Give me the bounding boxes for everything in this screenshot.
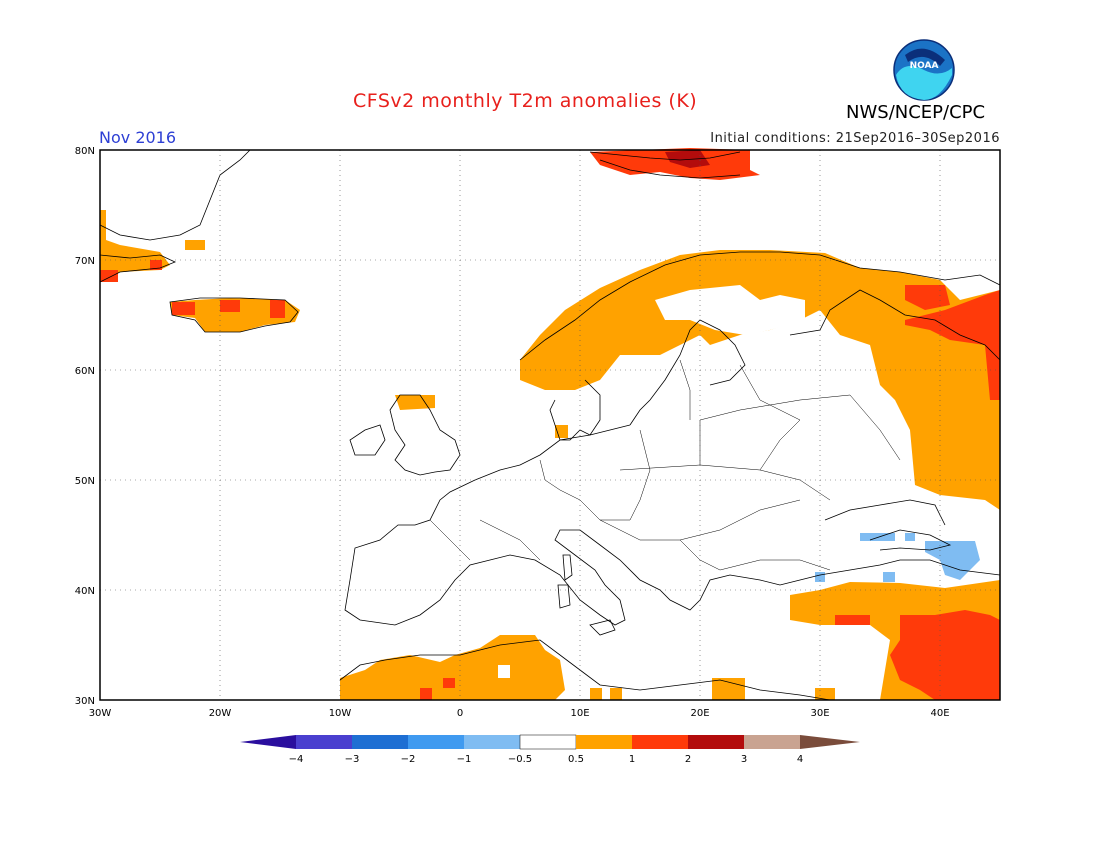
- coast-europe: [339, 251, 1001, 701]
- y-tick-label: 80N: [75, 146, 95, 157]
- x-tick-label: 40E: [930, 708, 949, 719]
- anomaly-gap-africa: [498, 665, 510, 678]
- y-axis-ticks: 80N 70N 60N 50N 40N 30N: [75, 146, 95, 707]
- coast-svalbard: [589, 151, 741, 179]
- noaa-logo-text: NOAA: [910, 61, 939, 71]
- anomaly-region-greenland-tip: [185, 240, 205, 250]
- colorbar-swatch: [519, 734, 577, 750]
- colorbar-swatch: [576, 735, 632, 749]
- y-tick-label: 50N: [75, 476, 95, 487]
- x-axis-ticks: 30W 20W 10W 0 10E 20E 30E 40E: [89, 708, 950, 719]
- colorbar-label: 1: [629, 754, 635, 765]
- colorbar-label: −2: [401, 754, 416, 765]
- colorbar-label: 2: [685, 754, 691, 765]
- anomaly-region-morocco-spot: [443, 678, 455, 688]
- forecast-month: Nov 2016: [99, 128, 177, 147]
- colorbar-label: −3: [345, 754, 360, 765]
- anomaly-region-greenland-spot: [150, 260, 162, 270]
- anomaly-cool-turkey-east: [883, 572, 895, 582]
- x-tick-label: 20E: [690, 708, 709, 719]
- anomaly-region-scotland: [395, 395, 435, 410]
- map-frame: [99, 149, 1001, 701]
- colorbar: −4 −3 −2 −1 −0.5 0.5 1 2 3 4: [240, 734, 860, 765]
- noaa-logo-icon: NOAA: [893, 39, 955, 101]
- anomaly-region-egypt-west: [712, 678, 745, 700]
- anomaly-region-middle-east: [890, 610, 1000, 700]
- x-tick-label: 30W: [89, 708, 112, 719]
- colorbar-swatch: [688, 735, 744, 749]
- x-tick-label: 10W: [329, 708, 352, 719]
- anomaly-region-africa-spot: [420, 688, 432, 700]
- colorbar-swatch: [632, 735, 688, 749]
- coast-iceland: [169, 297, 299, 333]
- colorbar-swatch: [464, 735, 520, 749]
- anomaly-region-iceland-mid: [220, 300, 240, 312]
- colorbar-label: 4: [797, 754, 803, 765]
- x-tick-label: 20W: [209, 708, 232, 719]
- anomaly-region-iceland: [170, 298, 300, 332]
- colorbar-label: 3: [741, 754, 747, 765]
- colorbar-swatch: [296, 735, 352, 749]
- anomaly-region-greenland-core: [100, 270, 118, 282]
- anomaly-region-cyprus: [835, 615, 870, 625]
- coastlines: [99, 149, 1001, 701]
- anomaly-region-svalbard-core: [665, 150, 710, 168]
- anomaly-region-scandinavia: [520, 250, 1000, 510]
- anomaly-cool-caucasus: [925, 541, 980, 580]
- initial-conditions: Initial conditions: 21Sep2016–30Sep2016: [710, 131, 1000, 146]
- y-tick-label: 30N: [75, 696, 95, 707]
- colorbar-arrow-left: [240, 735, 296, 749]
- anomaly-region-kola: [905, 285, 950, 310]
- colorbar-arrow-right: [800, 735, 860, 749]
- anomaly-region-libya-2: [610, 688, 622, 700]
- anomaly-region-nw-russia: [905, 290, 1000, 400]
- coast-britain: [349, 394, 461, 476]
- x-tick-label: 10E: [570, 708, 589, 719]
- colorbar-swatch: [408, 735, 464, 749]
- y-tick-label: 40N: [75, 586, 95, 597]
- anomaly-region-libya-1: [590, 688, 602, 700]
- colorbar-label: 0.5: [568, 754, 584, 765]
- country-borders: [429, 359, 901, 571]
- x-tick-label: 0: [457, 708, 463, 719]
- anomaly-region-iceland-east: [270, 300, 285, 318]
- anomaly-region-north-africa: [340, 635, 565, 700]
- coast-greenland: [99, 149, 251, 283]
- lat-lon-grid: [100, 150, 1000, 700]
- agency-label: NWS/NCEP/CPC: [846, 102, 986, 123]
- y-tick-label: 70N: [75, 256, 95, 267]
- anomaly-region-iceland-west: [172, 302, 195, 315]
- anomaly-gap-north: [655, 285, 805, 335]
- coast-corsica-sardinia: [557, 554, 616, 636]
- colorbar-label: −1: [457, 754, 472, 765]
- anomaly-shading: [100, 148, 1000, 700]
- colorbar-swatch: [744, 735, 800, 749]
- x-tick-label: 30E: [810, 708, 829, 719]
- colorbar-label: −4: [289, 754, 304, 765]
- map-title: CFSv2 monthly T2m anomalies (K): [353, 90, 698, 112]
- anomaly-cool-black-sea: [860, 533, 895, 541]
- y-tick-label: 60N: [75, 366, 95, 377]
- anomaly-cool-crimea: [905, 533, 915, 541]
- colorbar-label: −0.5: [508, 754, 532, 765]
- colorbar-swatch: [352, 735, 408, 749]
